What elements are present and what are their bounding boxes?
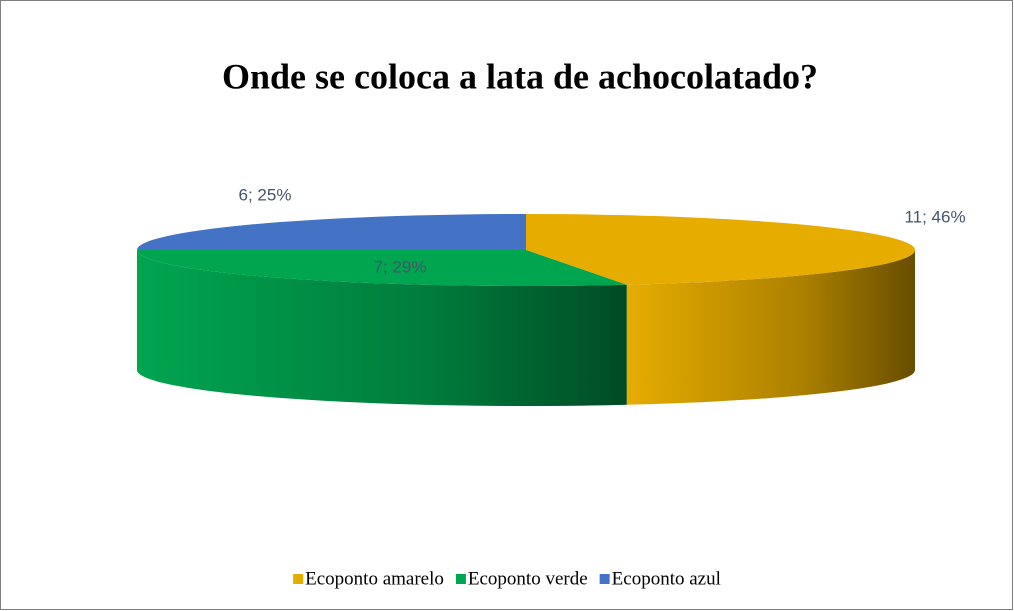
pie-side-shade [137,250,627,406]
pie-side-shade [626,250,915,405]
legend-swatch [293,574,304,584]
data-label: 7; 29% [374,257,427,276]
pie-slice [526,214,915,285]
chart-title: Onde se coloca a lata de achocolatado? [222,56,818,96]
data-label: 6; 25% [239,185,292,204]
legend: Ecoponto amarelo Ecoponto verde Ecoponto a… [293,568,721,589]
data-label: 11; 46% [904,207,965,226]
pie-slice [137,250,627,286]
legend-label: Ecoponto verde [468,568,588,589]
legend-swatch [599,574,610,584]
legend-swatch [455,574,466,584]
pie-slice [137,214,526,250]
legend-label: Ecoponto azul [612,568,721,589]
legend-label: Ecoponto amarelo [305,568,444,589]
